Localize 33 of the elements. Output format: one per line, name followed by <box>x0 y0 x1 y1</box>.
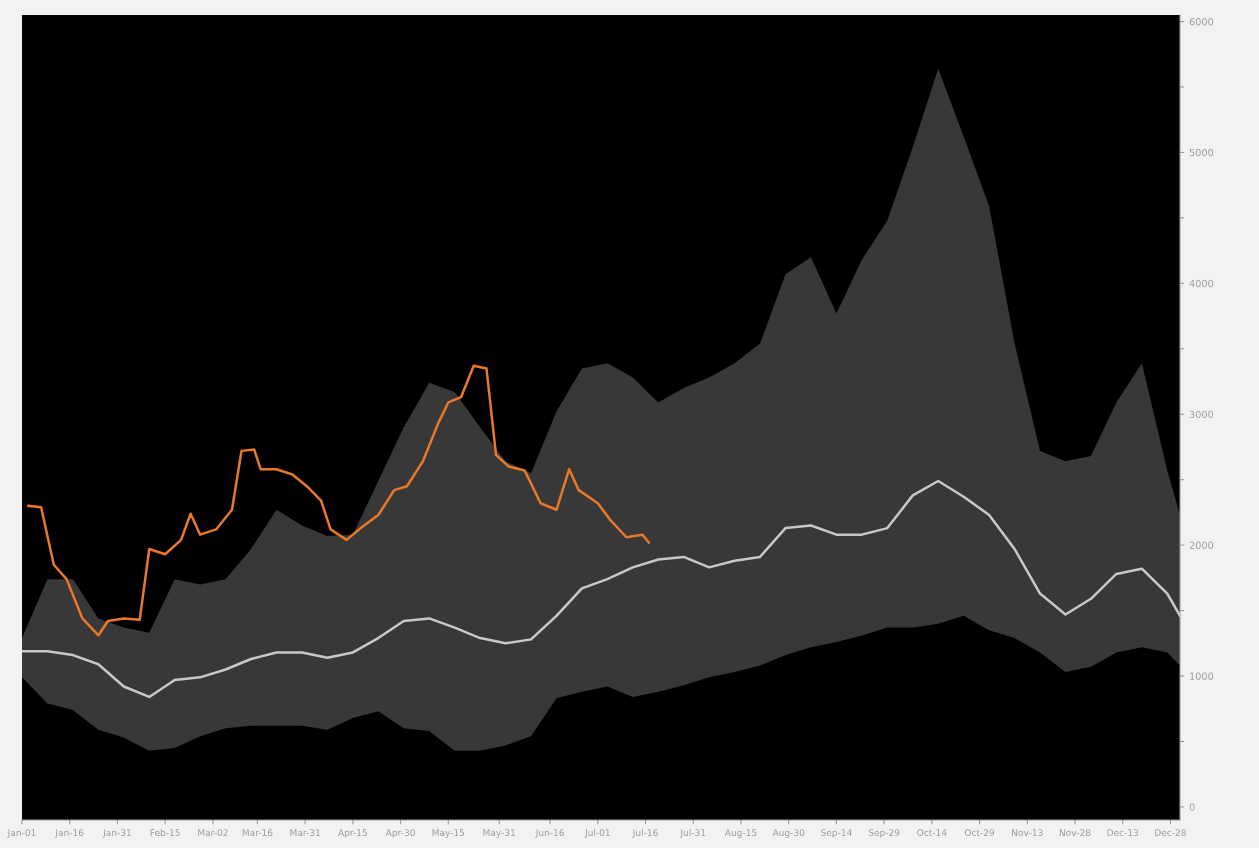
x-tick-label: Nov-13 <box>1012 829 1043 837</box>
x-tick-label: Dec-28 <box>1155 829 1186 837</box>
x-tick-label: Jul-16 <box>632 829 658 838</box>
y-tick-label: 0 <box>1189 803 1195 811</box>
y-tick-label: 6000 <box>1189 18 1214 26</box>
x-tick-label: Jul-01 <box>584 829 610 838</box>
x-tick-label: Mar-31 <box>290 829 320 837</box>
y-tick-label: 4000 <box>1189 279 1214 288</box>
x-tick-label: Sep-29 <box>868 829 900 838</box>
x-tick-label: Sep-14 <box>821 829 852 838</box>
x-tick-label: Mar-02 <box>198 829 228 837</box>
x-tick-label: Apr-30 <box>385 829 415 838</box>
x-tick-label: May-15 <box>432 829 465 838</box>
x-tick-label: Jan-01 <box>7 829 36 838</box>
x-tick-label: Dec-13 <box>1107 829 1139 837</box>
x-tick-label: Jan-16 <box>54 829 84 838</box>
y-tick-label: 2000 <box>1189 541 1214 549</box>
x-tick-label: Feb-15 <box>150 829 180 837</box>
x-tick-label: Jun-16 <box>535 829 564 838</box>
x-tick-label: Mar-16 <box>242 829 273 837</box>
x-tick-label: Aug-15 <box>724 829 757 838</box>
y-tick-label: 5000 <box>1189 148 1214 157</box>
y-tick-label: 1000 <box>1190 672 1214 680</box>
x-tick-label: Aug-30 <box>772 829 805 838</box>
y-tick-label: 3000 <box>1189 410 1214 419</box>
x-tick-label: Jul-31 <box>679 829 706 838</box>
x-tick-label: Nov-28 <box>1059 829 1091 837</box>
x-tick-label: May-31 <box>483 829 515 838</box>
line-series <box>27 364 650 637</box>
x-tick-label: Jan-31 <box>102 829 131 838</box>
x-tick-label: Oct-14 <box>917 829 947 837</box>
x-tick-label: Oct-29 <box>964 829 995 837</box>
x-tick-label: Apr-15 <box>338 829 367 838</box>
